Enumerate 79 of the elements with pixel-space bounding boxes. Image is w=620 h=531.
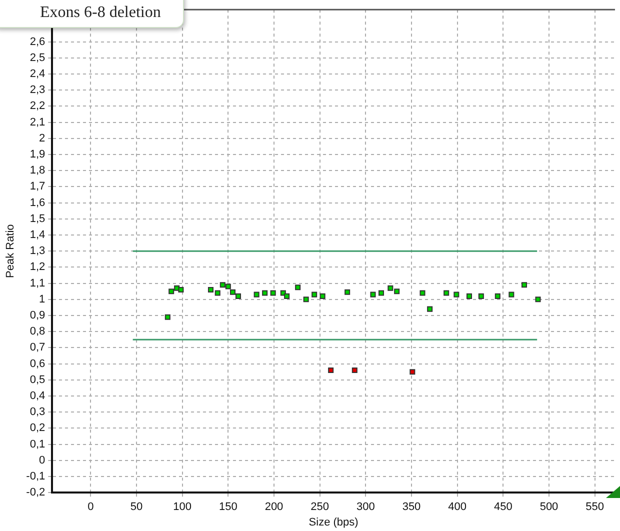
point — [225, 284, 231, 290]
x-tick-label: 550 — [586, 501, 604, 514]
y-tick-label: 1,2 — [30, 261, 46, 274]
y-tick-label: 2 — [39, 132, 46, 144]
point — [320, 293, 326, 299]
x-tick-label: 100 — [173, 501, 192, 514]
x-tick-label: 500 — [540, 501, 558, 514]
x-tick-label: 250 — [310, 501, 330, 514]
y-tick-label: 2,6 — [30, 36, 46, 48]
point — [235, 293, 242, 299]
point — [535, 296, 541, 302]
point — [444, 290, 450, 296]
point — [254, 292, 260, 298]
point — [427, 306, 433, 312]
y-tick-label: 1,1 — [30, 277, 46, 290]
point — [352, 367, 358, 374]
chart-title: Exons 6-8 deletion — [40, 4, 161, 22]
point — [378, 290, 384, 296]
point — [303, 296, 309, 302]
point — [388, 285, 394, 291]
point — [508, 292, 514, 298]
point — [466, 293, 472, 299]
point — [270, 290, 276, 296]
point — [478, 293, 484, 299]
y-tick-label: 2,1 — [30, 116, 46, 128]
point — [284, 293, 290, 299]
point — [494, 293, 500, 299]
y-tick-label: 0 — [39, 454, 46, 466]
x-axis-title: Size (bps) — [308, 516, 358, 528]
point — [454, 292, 460, 298]
x-tick-label: 350 — [402, 501, 421, 514]
y-tick-label: -0,1 — [26, 470, 46, 483]
y-tick-label: 0,7 — [30, 342, 46, 354]
point — [344, 289, 350, 295]
y-tick-label: 0,6 — [30, 358, 46, 370]
point — [420, 290, 426, 296]
point — [262, 290, 268, 296]
y-tick-label: 0,9 — [30, 310, 46, 322]
point — [521, 282, 528, 288]
y-tick-label: -0,2 — [26, 486, 46, 499]
point — [230, 289, 236, 295]
y-tick-label: 1,5 — [30, 212, 46, 225]
y-tick-label: 1,9 — [30, 148, 46, 161]
y-tick-label: 2,4 — [30, 68, 46, 80]
point — [220, 282, 226, 288]
y-tick-label: 1 — [39, 293, 46, 306]
y-tick-label: 0,8 — [30, 326, 46, 338]
y-tick-label: 0,5 — [30, 374, 46, 386]
x-tick-label: 300 — [356, 501, 375, 514]
y-tick-label: 0,2 — [30, 422, 46, 434]
point — [328, 367, 334, 374]
y-tick-label: 0,4 — [30, 390, 46, 402]
y-tick-label: 1,3 — [30, 245, 46, 258]
point — [394, 288, 400, 294]
point — [178, 286, 184, 293]
point — [164, 314, 170, 320]
point — [295, 284, 301, 290]
y-tick-label: 1,6 — [30, 196, 46, 209]
y-tick-label: 1,7 — [30, 180, 46, 193]
point — [410, 369, 416, 375]
x-tick-label: 450 — [494, 501, 512, 514]
x-tick-label: 50 — [130, 501, 143, 514]
x-tick-label: 0 — [88, 501, 94, 514]
point — [214, 290, 220, 296]
y-tick-label: 1,8 — [30, 164, 46, 177]
point — [370, 292, 376, 298]
y-tick-label: 0,3 — [30, 406, 46, 418]
x-tick-label: 200 — [264, 501, 284, 514]
point — [312, 292, 318, 298]
x-tick-label: 150 — [218, 501, 238, 514]
y-tick-label: 2,5 — [30, 52, 46, 64]
x-tick-label: 400 — [448, 501, 467, 514]
y-tick-label: 1,4 — [30, 229, 46, 242]
y-axis-title: Peak Ratio — [4, 224, 17, 278]
y-tick-label: 2,3 — [30, 84, 46, 96]
y-tick-label: 0,1 — [30, 438, 46, 450]
y-tick-label: 2,2 — [30, 100, 46, 112]
point — [168, 288, 174, 294]
point — [208, 286, 214, 293]
